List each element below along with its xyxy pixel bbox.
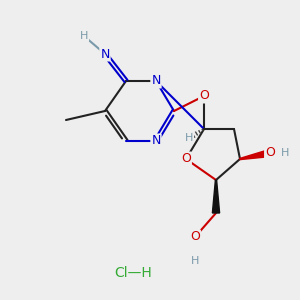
Text: H: H bbox=[80, 31, 88, 41]
Text: H: H bbox=[281, 148, 289, 158]
Text: O: O bbox=[190, 230, 200, 244]
Text: N: N bbox=[151, 74, 161, 88]
Text: N: N bbox=[100, 47, 110, 61]
Text: O: O bbox=[199, 89, 209, 103]
Text: Cl—H: Cl—H bbox=[114, 266, 152, 280]
Polygon shape bbox=[212, 180, 220, 213]
Polygon shape bbox=[240, 149, 271, 160]
Text: N: N bbox=[151, 134, 161, 148]
Text: O: O bbox=[265, 146, 275, 160]
Text: H: H bbox=[191, 256, 199, 266]
Text: O: O bbox=[181, 152, 191, 166]
Text: H: H bbox=[185, 133, 193, 143]
